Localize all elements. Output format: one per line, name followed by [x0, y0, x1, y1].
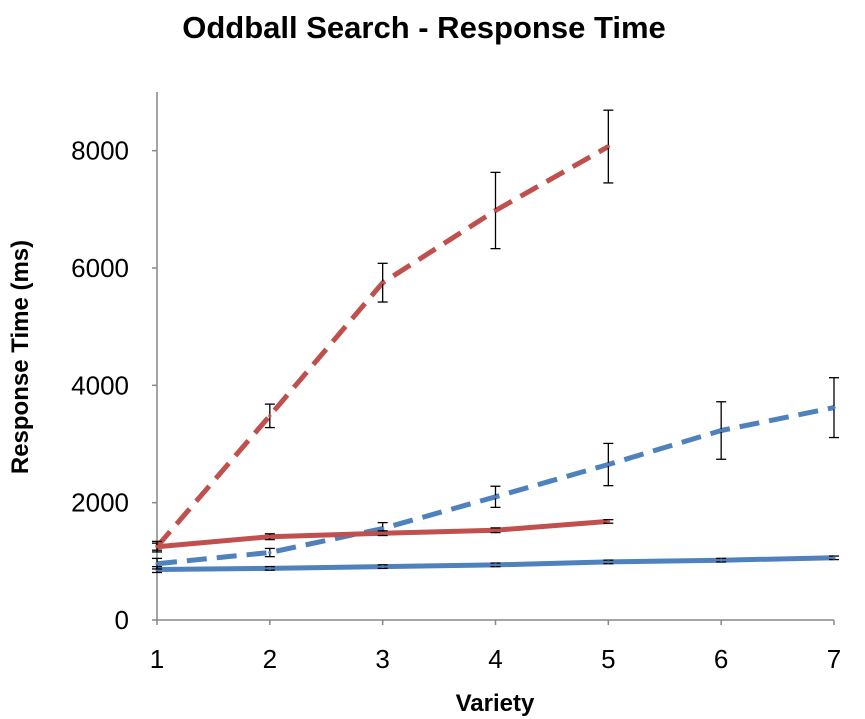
series-layer	[152, 109, 839, 574]
data-point	[381, 531, 385, 535]
x-tick-label: 3	[375, 644, 389, 674]
data-point	[493, 208, 498, 213]
y-axis-title: Response Time (ms)	[7, 240, 34, 474]
data-point	[606, 144, 610, 149]
data-point	[268, 414, 272, 418]
data-point	[606, 560, 610, 564]
x-tick-label: 1	[150, 644, 164, 674]
x-tick-label: 2	[263, 644, 277, 674]
series-2	[152, 377, 839, 570]
x-axis-title: Variety	[456, 690, 535, 717]
y-tick-label: 8000	[71, 136, 129, 166]
data-point	[606, 462, 610, 467]
x-tick-label: 7	[827, 644, 841, 674]
data-point	[268, 566, 272, 570]
x-tick-label: 4	[488, 644, 502, 674]
data-point	[493, 495, 498, 499]
x-tick-label: 6	[714, 644, 728, 674]
data-point	[381, 281, 385, 285]
chart-title: Oddball Search - Response Time	[182, 10, 666, 45]
series-line	[155, 144, 610, 549]
data-point	[493, 563, 498, 567]
y-tick-label: 2000	[71, 488, 129, 518]
data-point	[719, 558, 723, 562]
series-4	[152, 109, 614, 553]
data-point	[832, 556, 836, 560]
axes	[152, 92, 835, 625]
y-tick-label: 0	[115, 605, 129, 635]
tick-labels: 1 2 3 4 5 6 7 0 2000 4000 6000 8000	[71, 136, 841, 674]
data-point	[493, 528, 498, 532]
data-point	[606, 519, 610, 524]
series-1	[152, 555, 839, 574]
data-point	[719, 428, 723, 433]
data-point	[832, 406, 836, 410]
y-tick-label: 4000	[71, 370, 129, 400]
data-point	[155, 545, 159, 549]
data-point	[381, 565, 385, 569]
data-point	[381, 526, 385, 531]
y-tick-label: 6000	[71, 253, 129, 283]
data-point	[155, 562, 159, 566]
x-tick-label: 5	[601, 644, 615, 674]
data-point	[268, 535, 272, 539]
data-point	[268, 550, 272, 555]
